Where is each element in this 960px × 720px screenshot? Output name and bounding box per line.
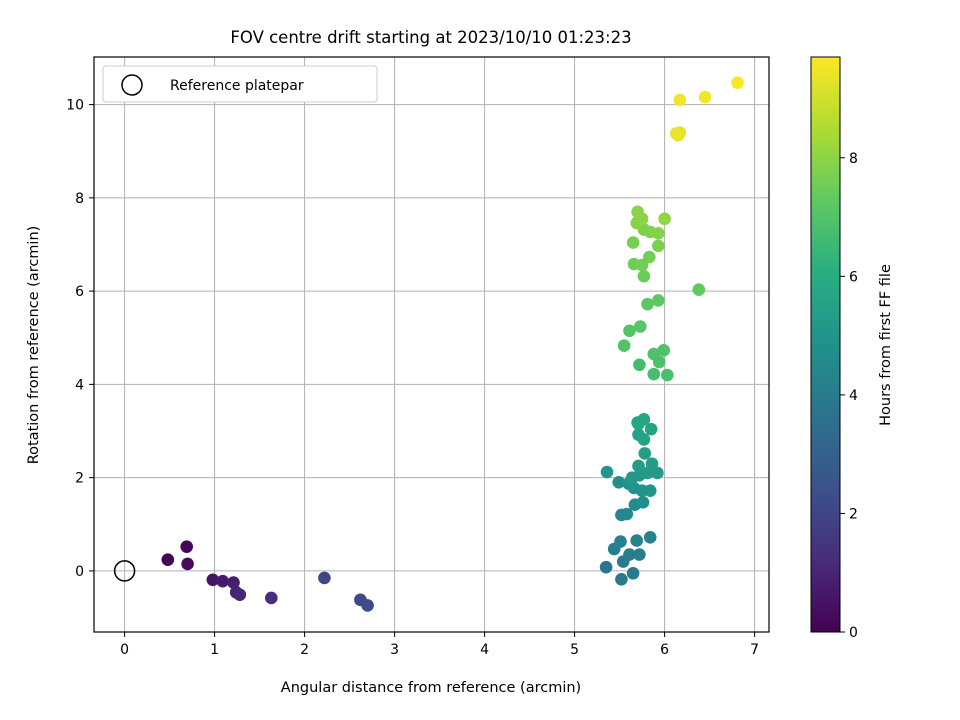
chart-title: FOV centre drift starting at 2023/10/10 … (230, 28, 631, 47)
data-point (634, 320, 647, 333)
data-point (645, 457, 659, 470)
data-point (647, 347, 661, 361)
colorbar-gradient (810, 56, 841, 633)
data-point (216, 574, 229, 588)
legend: Reference platepar (102, 65, 378, 103)
data-point (612, 476, 625, 489)
data-point (599, 560, 613, 574)
data-point (637, 269, 651, 283)
data-point (630, 534, 643, 547)
data-point (265, 591, 278, 605)
data-point (671, 129, 685, 142)
legend-box (102, 65, 378, 103)
data-point (631, 416, 644, 429)
data-point (651, 466, 664, 480)
data-point (652, 226, 665, 240)
x-tick-label: 2 (300, 642, 309, 658)
data-point (181, 557, 194, 571)
data-point (632, 459, 645, 473)
data-point (615, 573, 628, 586)
data-point (233, 588, 247, 601)
data-point (638, 447, 652, 460)
colorbar-tick-label: 0 (849, 625, 858, 641)
colorbar-label: Hours from first FF file (878, 264, 894, 426)
data-point (227, 576, 240, 589)
data-point (652, 239, 665, 253)
x-tick-label: 7 (750, 642, 759, 658)
data-point (644, 422, 658, 436)
data-point (623, 548, 636, 561)
colorbar-tick-label: 6 (849, 269, 858, 285)
reference-platepar-marker (113, 560, 136, 582)
colorbar: 0 2 4 6 8 Hours from first FF file (810, 56, 894, 641)
data-point (658, 212, 671, 226)
x-axis-ticks: 0 1 2 3 4 5 6 7 (120, 632, 759, 658)
data-point (617, 339, 631, 352)
data-points (161, 76, 744, 612)
data-point (698, 90, 712, 104)
y-tick-label: 4 (75, 377, 84, 393)
data-point (647, 367, 661, 381)
data-point (600, 465, 614, 479)
x-axis-label: Angular distance from reference (arcmin) (281, 680, 581, 696)
data-point (643, 250, 656, 264)
legend-marker-icon (121, 74, 143, 96)
data-point (631, 205, 644, 219)
data-point (626, 566, 640, 580)
data-point (641, 466, 654, 480)
data-point (318, 571, 331, 585)
grid-lines (94, 57, 769, 632)
colorbar-tick-label: 2 (849, 506, 858, 522)
data-point (692, 283, 706, 297)
y-tick-label: 8 (75, 191, 84, 207)
data-point (661, 368, 674, 382)
data-point (620, 507, 634, 521)
x-tick-label: 5 (570, 642, 579, 658)
data-point (161, 553, 175, 567)
legend-entry-reference-platepar: Reference platepar (170, 78, 304, 94)
y-tick-label: 10 (66, 98, 84, 114)
colorbar-tick-label: 4 (849, 388, 858, 404)
data-point (206, 573, 220, 587)
x-tick-label: 4 (480, 642, 489, 658)
data-point (652, 294, 665, 307)
x-tick-label: 3 (390, 642, 399, 658)
data-point (633, 358, 646, 372)
y-tick-label: 0 (75, 564, 84, 580)
data-point (626, 236, 640, 249)
y-axis-label: Rotation from reference (arcmin) (26, 226, 42, 465)
y-tick-label: 2 (75, 471, 84, 487)
data-point (614, 535, 627, 548)
data-point (673, 93, 687, 107)
data-point (361, 599, 374, 612)
data-point (643, 531, 657, 544)
data-point (632, 428, 645, 442)
data-point (633, 548, 646, 561)
data-point (657, 344, 670, 357)
data-point (636, 496, 650, 509)
x-tick-label: 6 (660, 642, 669, 658)
data-point (731, 76, 744, 89)
y-tick-label: 6 (75, 284, 84, 300)
x-tick-label: 1 (210, 642, 219, 658)
data-point (623, 324, 636, 338)
colorbar-ticks: 0 2 4 6 8 (840, 151, 858, 641)
x-tick-label: 0 (120, 642, 129, 658)
y-axis-ticks: 0 2 4 6 8 10 (66, 98, 94, 580)
data-point (641, 297, 654, 311)
colorbar-tick-label: 8 (849, 151, 858, 167)
data-point (180, 540, 193, 553)
data-point (643, 484, 657, 497)
plot-frame (93, 56, 770, 633)
